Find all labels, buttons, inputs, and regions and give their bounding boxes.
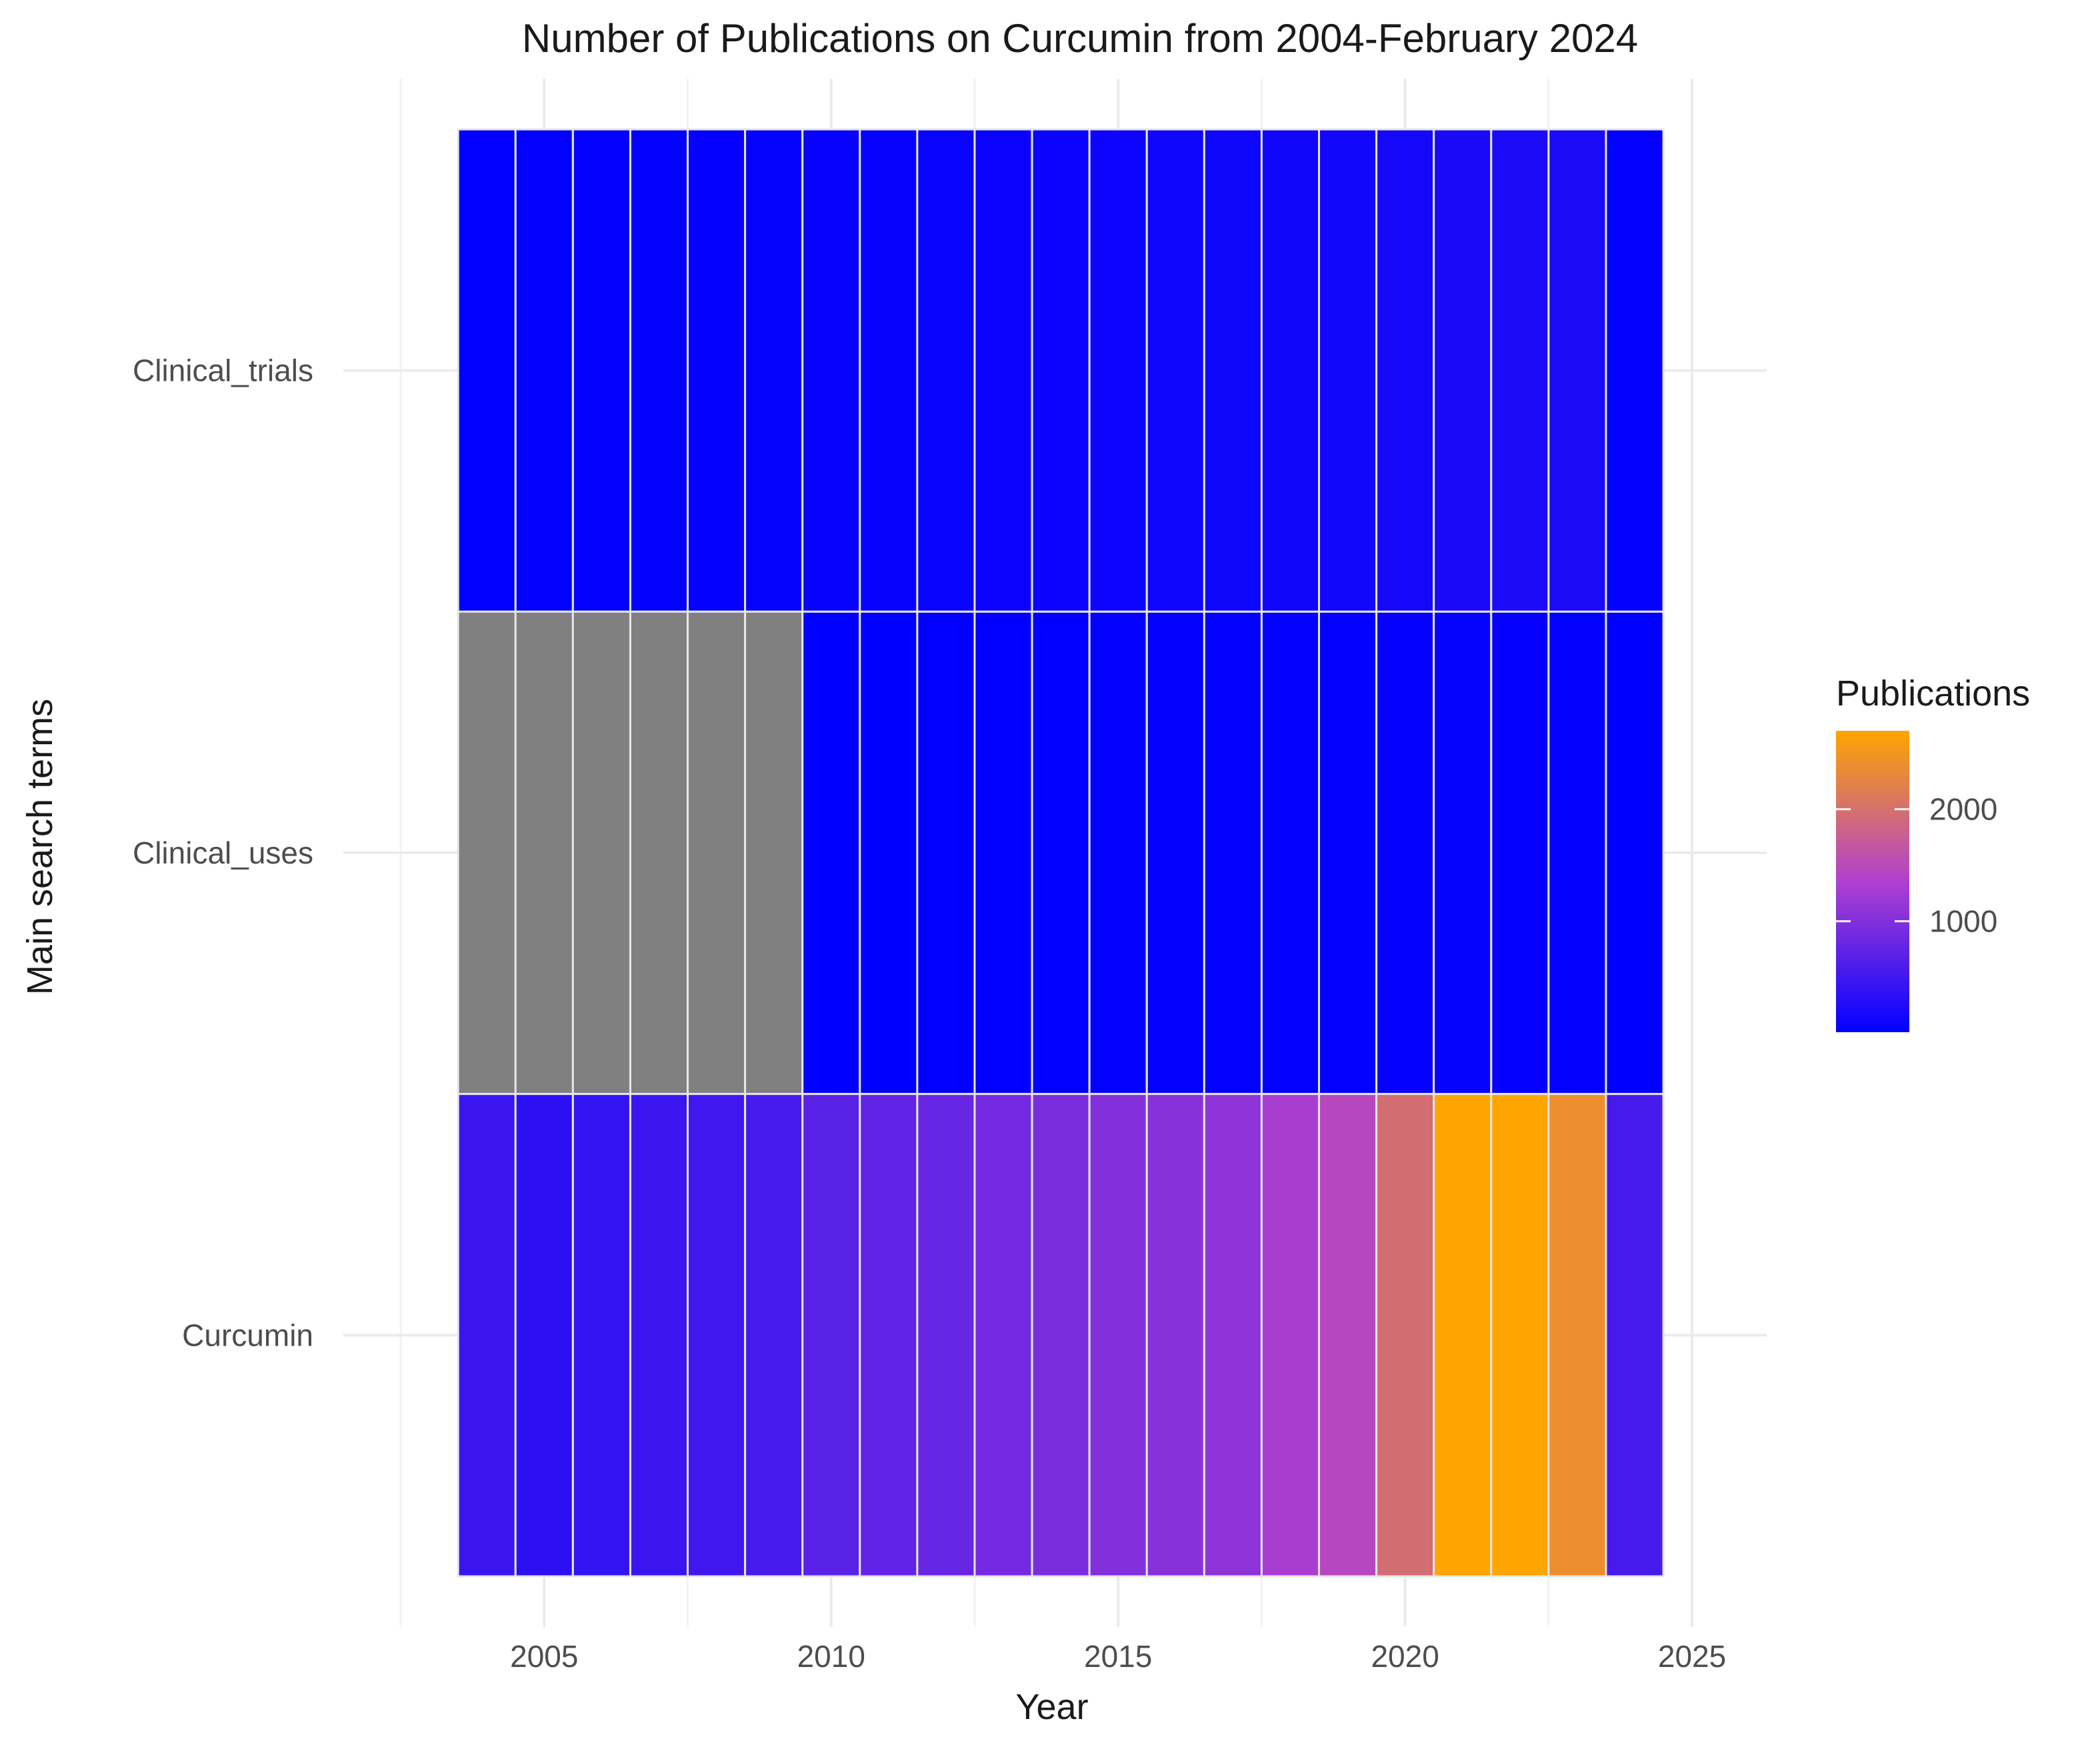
heatmap-tile: [629, 1093, 689, 1578]
heatmap-tile: [744, 128, 804, 613]
heatmap-tile: [859, 1093, 919, 1578]
heatmap-tile: [1260, 610, 1321, 1096]
heatmap-tile: [687, 128, 747, 613]
heatmap-tile: [1203, 1093, 1263, 1578]
heatmap-tile: [1375, 128, 1435, 613]
heatmap-tile: [1088, 1093, 1148, 1578]
heatmap-tile: [687, 1093, 747, 1578]
heatmap-tile: [1260, 128, 1321, 613]
heatmap-tile: [1088, 128, 1148, 613]
heatmap-tile: [1145, 128, 1205, 613]
heatmap-tile: [801, 610, 861, 1096]
legend-ticks: 1000 2000: [1836, 792, 1997, 939]
heatmap-tile: [1145, 1093, 1205, 1578]
heatmap-tile: [1490, 128, 1550, 613]
heatmap-tile: [687, 610, 747, 1096]
x-tick-label: 2020: [1371, 1639, 1439, 1674]
x-axis-ticks: 2005 2010 2015 2020 2025: [510, 1639, 1726, 1674]
heatmap-tile: [1375, 610, 1435, 1096]
heatmap-tile: [1490, 610, 1550, 1096]
heatmap-tile: [1605, 1093, 1665, 1578]
heatmap-tile: [973, 610, 1033, 1096]
heatmap-tile: [1031, 128, 1091, 613]
heatmap-tile: [1375, 1093, 1435, 1578]
heatmap-tile: [1318, 128, 1378, 613]
y-axis-ticks: Clinical_trials Clinical_uses Curcumin: [133, 353, 313, 1353]
heatmap-tile: [916, 128, 976, 613]
heatmap-tile: [571, 128, 631, 613]
legend-tick-label: 1000: [1929, 904, 1997, 939]
heatmap-tile: [916, 1093, 976, 1578]
heatmap-tile: [457, 610, 517, 1096]
heatmap-tile: [1433, 610, 1493, 1096]
heatmap-tile: [1031, 1093, 1091, 1578]
legend-title: Publications: [1836, 673, 2030, 713]
heatmap-tile: [801, 128, 861, 613]
heatmap-tile: [1547, 610, 1607, 1096]
x-axis-title: Year: [1015, 1687, 1088, 1727]
heatmap-tile: [1605, 610, 1665, 1096]
heatmap-tile: [514, 610, 574, 1096]
x-tick-label: 2015: [1084, 1639, 1152, 1674]
heatmap-tile: [744, 610, 804, 1096]
heatmap-tile: [457, 128, 517, 613]
heatmap-tile: [744, 1093, 804, 1578]
heatmap-tile: [1318, 610, 1378, 1096]
heatmap-tile: [1203, 610, 1263, 1096]
y-tick-label: Clinical_uses: [133, 835, 313, 870]
x-tick-label: 2005: [510, 1639, 578, 1674]
chart-title: Number of Publications on Curcumin from …: [522, 16, 1638, 61]
y-axis-title: Main search terms: [20, 699, 60, 995]
legend-tick-label: 2000: [1929, 792, 1997, 827]
heatmap-tile: [457, 1093, 517, 1578]
heatmap-tiles: [457, 128, 1665, 1578]
heatmap-tile: [1318, 1093, 1378, 1578]
heatmap-tile: [1605, 128, 1665, 613]
heatmap-tile: [629, 128, 689, 613]
heatmap-tile: [629, 610, 689, 1096]
heatmap-tile: [571, 610, 631, 1096]
heatmap-tile: [514, 128, 574, 613]
y-tick-label: Curcumin: [182, 1318, 313, 1352]
heatmap-tile: [859, 610, 919, 1096]
legend-colorbar: [1836, 731, 1909, 1032]
heatmap-tile: [859, 128, 919, 613]
heatmap-tile: [1088, 610, 1148, 1096]
y-tick-label: Clinical_trials: [133, 353, 313, 388]
heatmap-tile: [1547, 128, 1607, 613]
heatmap-tile: [1260, 1093, 1321, 1578]
heatmap-tile: [514, 1093, 574, 1578]
x-tick-label: 2025: [1658, 1639, 1726, 1674]
heatmap-tile: [571, 1093, 631, 1578]
heatmap-tile: [973, 128, 1033, 613]
color-legend: Publications 1000 2000: [1836, 673, 2030, 1032]
heatmap-tile: [1433, 1093, 1493, 1578]
x-tick-label: 2010: [797, 1639, 865, 1674]
heatmap-tile: [1433, 128, 1493, 613]
heatmap-tile: [801, 1093, 861, 1578]
heatmap-tile: [916, 610, 976, 1096]
heatmap-tile: [1490, 1093, 1550, 1578]
heatmap-tile: [1145, 610, 1205, 1096]
heatmap-tile: [1031, 610, 1091, 1096]
heatmap-tile: [973, 1093, 1033, 1578]
heatmap-tile: [1547, 1093, 1607, 1578]
heatmap-tile: [1203, 128, 1263, 613]
